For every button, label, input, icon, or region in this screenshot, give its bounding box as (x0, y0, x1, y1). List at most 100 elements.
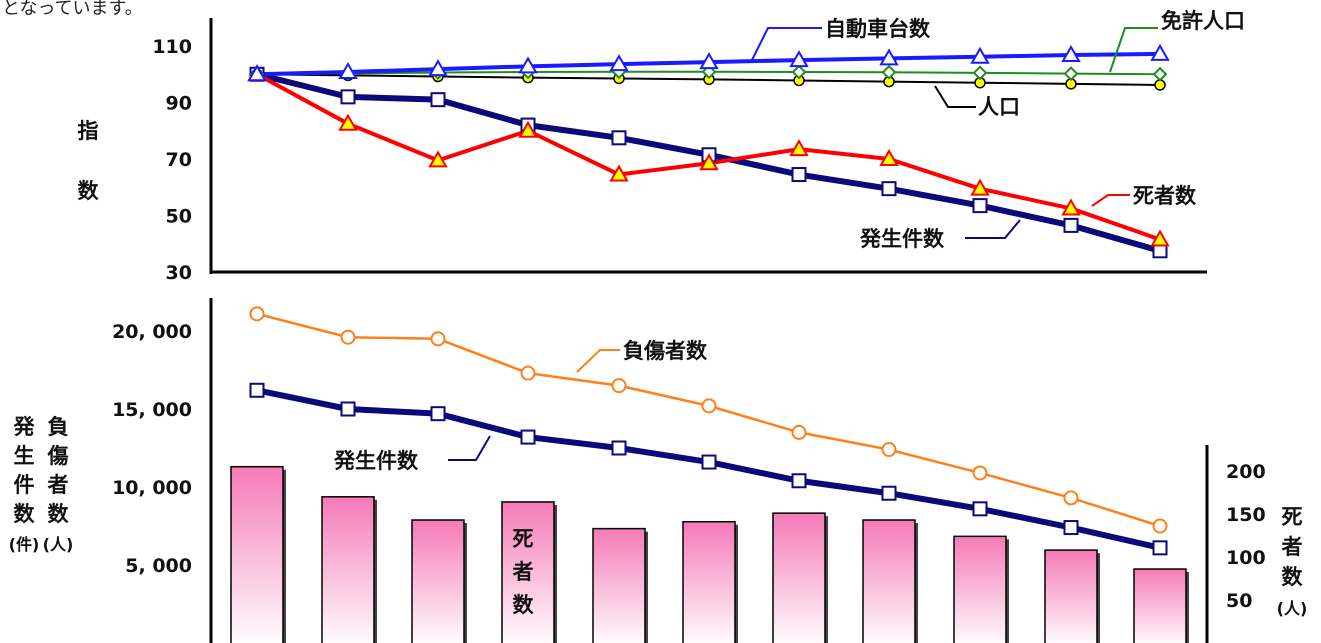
label-accidents-top: 発生件数 (859, 227, 945, 251)
data-point-circle (430, 331, 446, 347)
series-line (256, 312, 1161, 528)
data-point-circle (1063, 490, 1079, 506)
label-injuries: 負傷者数 (623, 339, 708, 363)
data-point-square (340, 401, 356, 417)
bottom-right-tick-label: 200 (1226, 461, 1266, 483)
data-point-square (881, 485, 897, 501)
death-bar (1133, 568, 1187, 643)
data-point-triangle (428, 150, 448, 168)
death-bar (501, 501, 555, 643)
callout-line-population (934, 85, 976, 108)
data-point-diamond (881, 64, 897, 80)
death-bar (321, 496, 375, 643)
label-accidents-bottom: 発生件数 (333, 449, 419, 473)
data-point-square (1063, 217, 1079, 233)
top-y-tick-label: 70 (166, 149, 192, 171)
top-y-tick-label: 110 (152, 36, 192, 58)
data-point-diamond (791, 64, 807, 80)
data-point-triangle (609, 164, 629, 182)
data-point-circle (701, 398, 717, 414)
data-point-square (611, 440, 627, 456)
data-point-diamond (972, 65, 988, 81)
data-point-triangle (879, 148, 899, 166)
data-point-triangle (609, 54, 629, 72)
left-axis-label-injuries: 負傷者数 (人) (43, 415, 74, 554)
data-point-diamond (1152, 66, 1168, 82)
data-point-square (249, 382, 265, 398)
bar-label-char-1: 死 (513, 527, 534, 551)
callout-line-vehicles (751, 27, 822, 61)
data-point-triangle (518, 120, 538, 138)
data-point-square (881, 181, 897, 197)
top-y-tick-label: 90 (166, 93, 192, 115)
top-chart: 110 90 70 50 30 指 数 自動車台数 免許人口 人口 死者数 発生件数 (78, 9, 1246, 284)
death-bar (682, 520, 736, 643)
data-point-circle (791, 424, 807, 440)
data-point-circle (881, 442, 897, 458)
data-point-circle (972, 465, 988, 481)
callout-line-accidents-top (965, 219, 1021, 239)
intro-text-fragment: となっています。 (2, 0, 143, 19)
data-point-triangle (699, 153, 719, 171)
data-point-square (1063, 520, 1079, 536)
callout-line-deaths (1091, 194, 1130, 207)
data-point-triangle (789, 139, 809, 157)
vertical-label-char: 件 (14, 473, 35, 497)
bottom-right-tick-label: 150 (1226, 504, 1266, 526)
vertical-label-char: (人) (1277, 599, 1308, 618)
death-bar (1044, 549, 1098, 643)
data-point-triangle (699, 52, 719, 70)
top-series (247, 43, 1170, 259)
vertical-label-char: 数 (14, 502, 36, 526)
bar-label-char-2: 者 (513, 560, 534, 584)
death-bar (592, 527, 646, 643)
bottom-right-tick-label: 100 (1226, 547, 1266, 569)
data-point-triangle (970, 178, 990, 196)
death-bar (772, 512, 826, 643)
data-point-circle (340, 329, 356, 345)
data-point-square (791, 167, 807, 183)
vertical-label-char: 数 (48, 502, 70, 526)
bottom-left-tick-label: 15, 000 (112, 399, 192, 421)
data-point-triangle (247, 64, 267, 82)
callout-line-accidents-bottom (448, 435, 491, 461)
label-licenses: 免許人口 (1161, 9, 1245, 33)
bottom-left-tick-label: 20, 000 (112, 321, 192, 343)
data-point-triangle (428, 59, 448, 77)
data-point-circle (520, 365, 536, 381)
label-vehicles: 自動車台数 (825, 17, 931, 41)
data-point-square (611, 130, 627, 146)
data-point-diamond (1063, 66, 1079, 82)
top-ylabel-char-2: 数 (78, 179, 100, 203)
bottom-right-ticks: 200 150 100 50 (1226, 461, 1266, 612)
top-ylabel-char-1: 指 (78, 119, 99, 143)
data-point-triangle (1061, 198, 1081, 216)
label-deaths: 死者数 (1133, 184, 1197, 208)
right-axis-label-deaths: 死者数 (人) (1277, 505, 1308, 618)
data-point-triangle (1061, 45, 1081, 63)
bottom-left-tick-label: 10, 000 (112, 477, 192, 499)
top-y-tick-label: 50 (166, 206, 192, 228)
data-point-square (340, 89, 356, 105)
data-point-square (430, 92, 446, 108)
data-point-square (520, 429, 536, 445)
bottom-series (249, 306, 1168, 556)
top-y-tick-label: 30 (166, 262, 192, 284)
label-population: 人口 (978, 95, 1020, 119)
data-point-triangle (518, 56, 538, 74)
vertical-label-char: 者 (48, 473, 69, 497)
data-point-triangle (338, 113, 358, 131)
bar-label-char-3: 数 (513, 593, 535, 617)
bottom-left-tick-label: 5, 000 (125, 555, 192, 577)
vertical-label-char: 負 (48, 415, 69, 439)
data-point-triangle (1150, 43, 1170, 61)
data-point-square (701, 454, 717, 470)
bottom-right-tick-label: 50 (1226, 590, 1252, 612)
bottom-series-0 (249, 306, 1168, 534)
data-point-circle (249, 306, 265, 322)
data-point-triangle (970, 46, 990, 64)
vertical-label-char: 死 (1282, 505, 1303, 529)
death-bar (953, 535, 1007, 643)
data-point-square (430, 406, 446, 422)
